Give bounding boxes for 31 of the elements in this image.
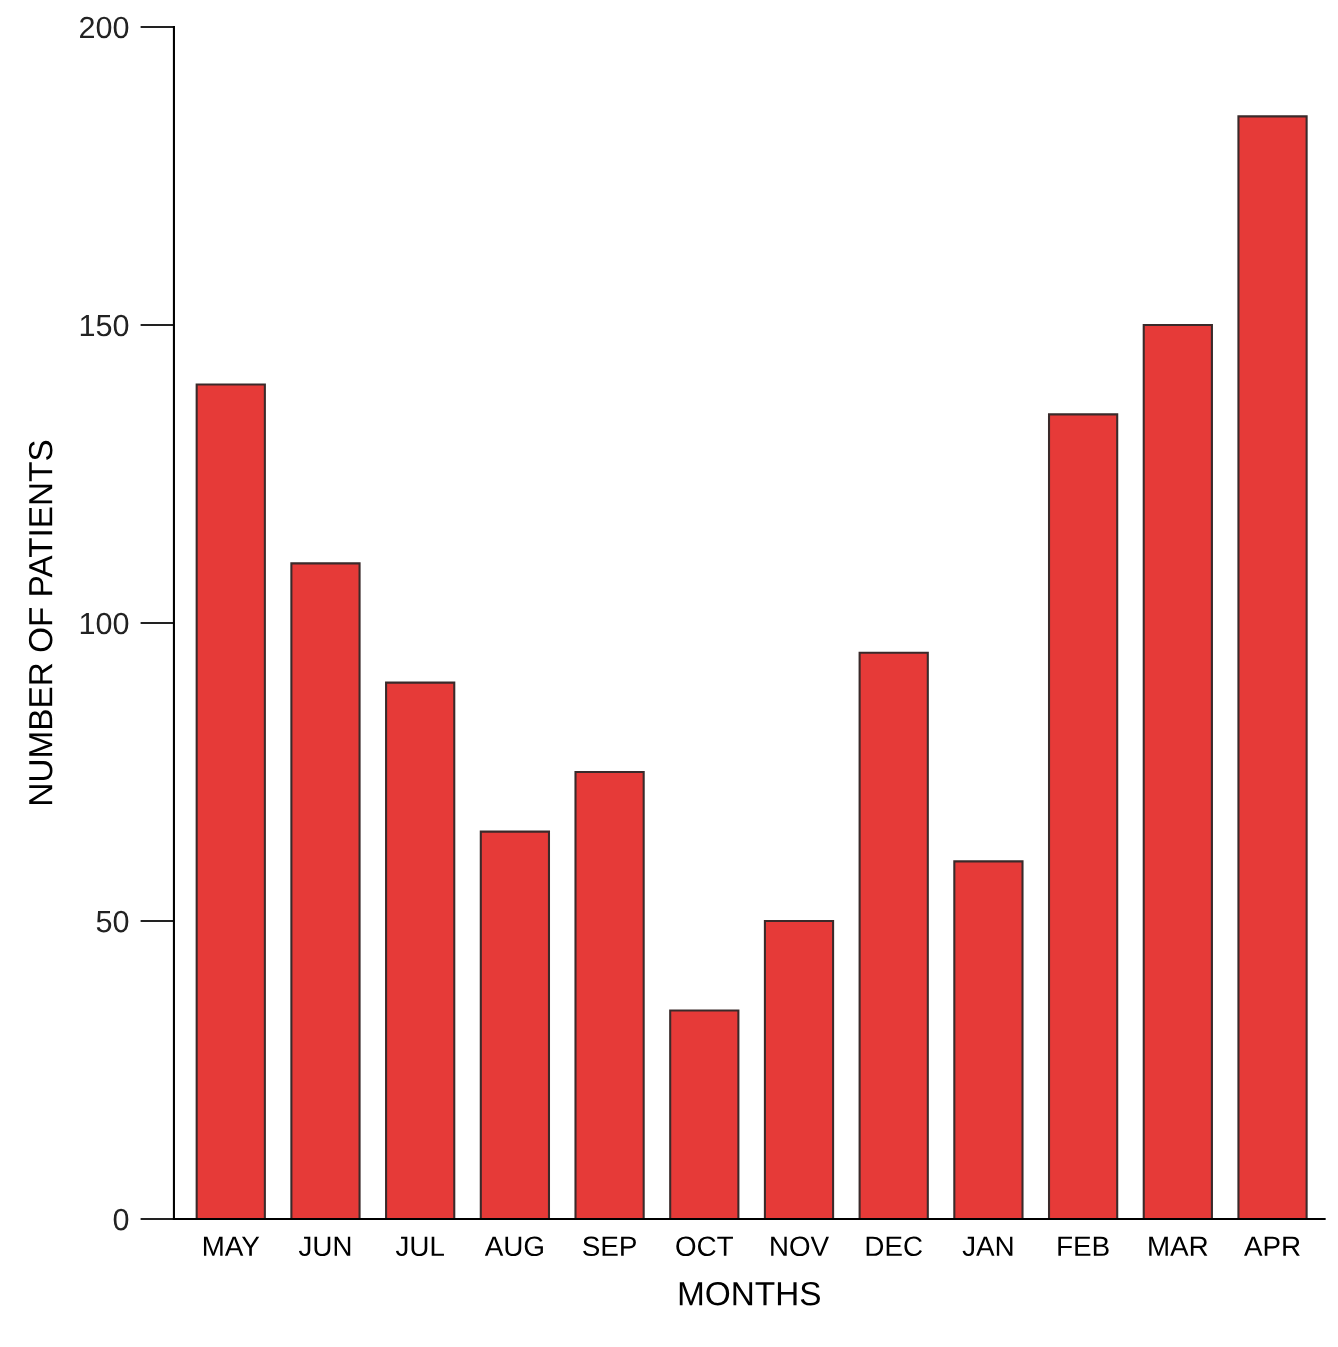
bar [1237, 115, 1308, 1220]
x-tick-label: MAY [203, 1236, 260, 1256]
y-tick-label: 200 [80, 16, 129, 39]
bar [479, 830, 551, 1220]
x-tick-label: FEB [1058, 1236, 1109, 1256]
bar [1047, 413, 1119, 1220]
bar [953, 860, 1024, 1220]
x-tick-label: MAR [1149, 1236, 1208, 1256]
y-tick-label: 50 [96, 910, 129, 933]
x-tick-label: SEP [583, 1236, 636, 1257]
bar [195, 383, 266, 1220]
x-tick-label: AUG [484, 1236, 543, 1257]
bar [1142, 323, 1213, 1220]
bar [385, 681, 456, 1220]
y-tick-label: 100 [80, 612, 129, 635]
bar [290, 562, 361, 1220]
x-tick-label: JAN [962, 1236, 1013, 1257]
y-tick-label: 0 [113, 1208, 129, 1231]
bar [669, 1009, 740, 1220]
x-tick-label: APR [1244, 1236, 1300, 1256]
bar [858, 651, 929, 1220]
x-tick-label: OCT [676, 1236, 733, 1257]
y-tick-label: 150 [80, 314, 129, 337]
bar [574, 770, 645, 1220]
x-tick-label: JUN [298, 1236, 351, 1257]
x-tick-label: JUL [395, 1236, 444, 1257]
y-axis-title: NUMBER OF PATIENTS [28, 440, 53, 804]
bar [763, 919, 835, 1220]
x-tick-label: DEC [866, 1236, 922, 1257]
x-tick-label: NOV [771, 1236, 829, 1257]
x-axis-title: MONTHS [679, 1281, 820, 1306]
